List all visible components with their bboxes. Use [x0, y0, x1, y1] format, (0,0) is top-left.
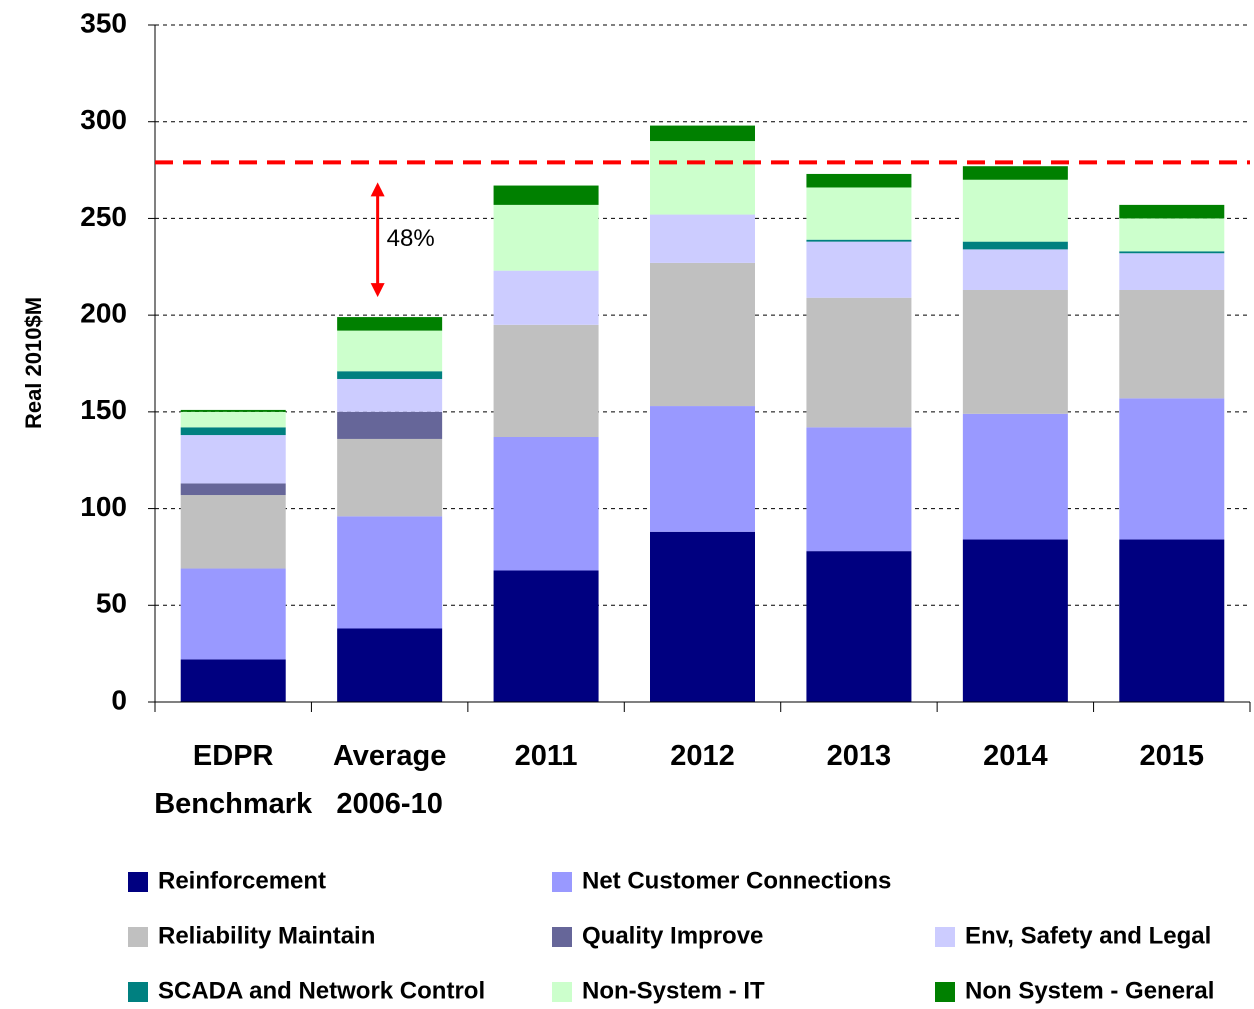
bar-segment	[493, 204, 599, 271]
bar-segment	[1119, 204, 1225, 219]
bar-segment	[1119, 218, 1225, 252]
legend-swatch	[552, 982, 572, 1002]
legend-swatch	[935, 927, 955, 947]
bar-segment	[180, 411, 286, 428]
bar-segment	[337, 330, 443, 372]
legend-swatch	[128, 927, 148, 947]
y-tick-label: 250	[80, 201, 127, 232]
legend-label: Env, Safety and Legal	[965, 922, 1211, 949]
bar-segment	[806, 173, 912, 188]
y-tick-label: 350	[80, 7, 127, 38]
x-tick-label: 2012	[670, 740, 735, 772]
legend-swatch	[552, 927, 572, 947]
bar-segment	[1119, 289, 1225, 399]
bar-segment	[650, 125, 755, 142]
bar-segment	[1119, 253, 1225, 290]
bar-segment	[962, 413, 1068, 540]
bar-segment	[180, 435, 286, 484]
bar-segment	[180, 427, 286, 436]
legend-label: Quality Improve	[582, 922, 763, 949]
bar-segment	[962, 289, 1068, 414]
legend-label: Reliability Maintain	[158, 922, 375, 949]
bar-segment	[493, 185, 599, 205]
legend-label: Non-System - IT	[582, 977, 765, 1004]
arrow-head	[370, 283, 385, 298]
annotation: 48%	[387, 225, 435, 252]
x-tick-label: Average 2006-10	[333, 740, 446, 820]
bar-segment	[180, 495, 286, 569]
bar-segment	[650, 141, 755, 215]
arrow-head	[370, 182, 385, 197]
legend-label: Net Customer Connections	[582, 867, 891, 894]
bar-segment	[962, 539, 1068, 702]
bar-segment	[337, 317, 443, 331]
bar-segment	[493, 437, 599, 571]
bar-segment	[650, 262, 755, 407]
bar-segment	[806, 239, 912, 242]
bar-segment	[337, 411, 443, 439]
bar-segment	[493, 270, 599, 325]
bar-segment	[806, 427, 912, 552]
bar-segment	[1119, 398, 1225, 540]
bar-segment	[1119, 539, 1225, 702]
legend-swatch	[128, 982, 148, 1002]
y-tick-label: 50	[96, 588, 127, 619]
y-tick-label: 0	[111, 684, 127, 715]
legend-label: SCADA and Network Control	[158, 977, 485, 1004]
bar-segment	[337, 628, 443, 702]
x-tick-label: 2013	[827, 740, 892, 772]
bar-segment	[180, 568, 286, 660]
y-tick-label: 150	[80, 394, 127, 425]
bar-segment	[962, 166, 1068, 180]
x-tick-label: 2015	[1140, 740, 1205, 772]
bar-segment	[337, 438, 443, 517]
x-tick-label: 2011	[515, 740, 578, 772]
y-tick-label: 300	[80, 104, 127, 135]
legend-label: Reinforcement	[158, 867, 326, 894]
bar-segment	[806, 297, 912, 428]
y-tick-label: 100	[80, 491, 127, 522]
bar-segment	[962, 241, 1068, 250]
legend-swatch	[552, 872, 572, 892]
bar-segment	[962, 249, 1068, 290]
bar-segment	[650, 214, 755, 263]
legend-label: Non System - General	[965, 977, 1214, 1004]
y-tick-label: 200	[80, 298, 127, 329]
bar-segment	[180, 409, 286, 412]
x-tick-label: EDPR Benchmark	[154, 740, 313, 820]
bar-segment	[337, 378, 443, 412]
y-axis-label: Real 2010$M	[21, 297, 46, 429]
bar-segment	[337, 371, 443, 379]
x-tick-label: 2014	[983, 740, 1048, 772]
bar-segment	[1119, 251, 1225, 254]
bar-segment	[962, 179, 1068, 242]
bar-segment	[493, 570, 599, 702]
legend-swatch	[128, 872, 148, 892]
bar-segment	[806, 187, 912, 240]
bar-segment	[337, 516, 443, 629]
bar-segment	[180, 659, 286, 702]
legend-swatch	[935, 982, 955, 1002]
bar-segment	[806, 241, 912, 298]
bar-segment	[650, 406, 755, 532]
bar-segment	[806, 551, 912, 702]
bar-segment	[180, 483, 286, 496]
bar-segment	[650, 531, 755, 702]
bar-segment	[493, 324, 599, 438]
